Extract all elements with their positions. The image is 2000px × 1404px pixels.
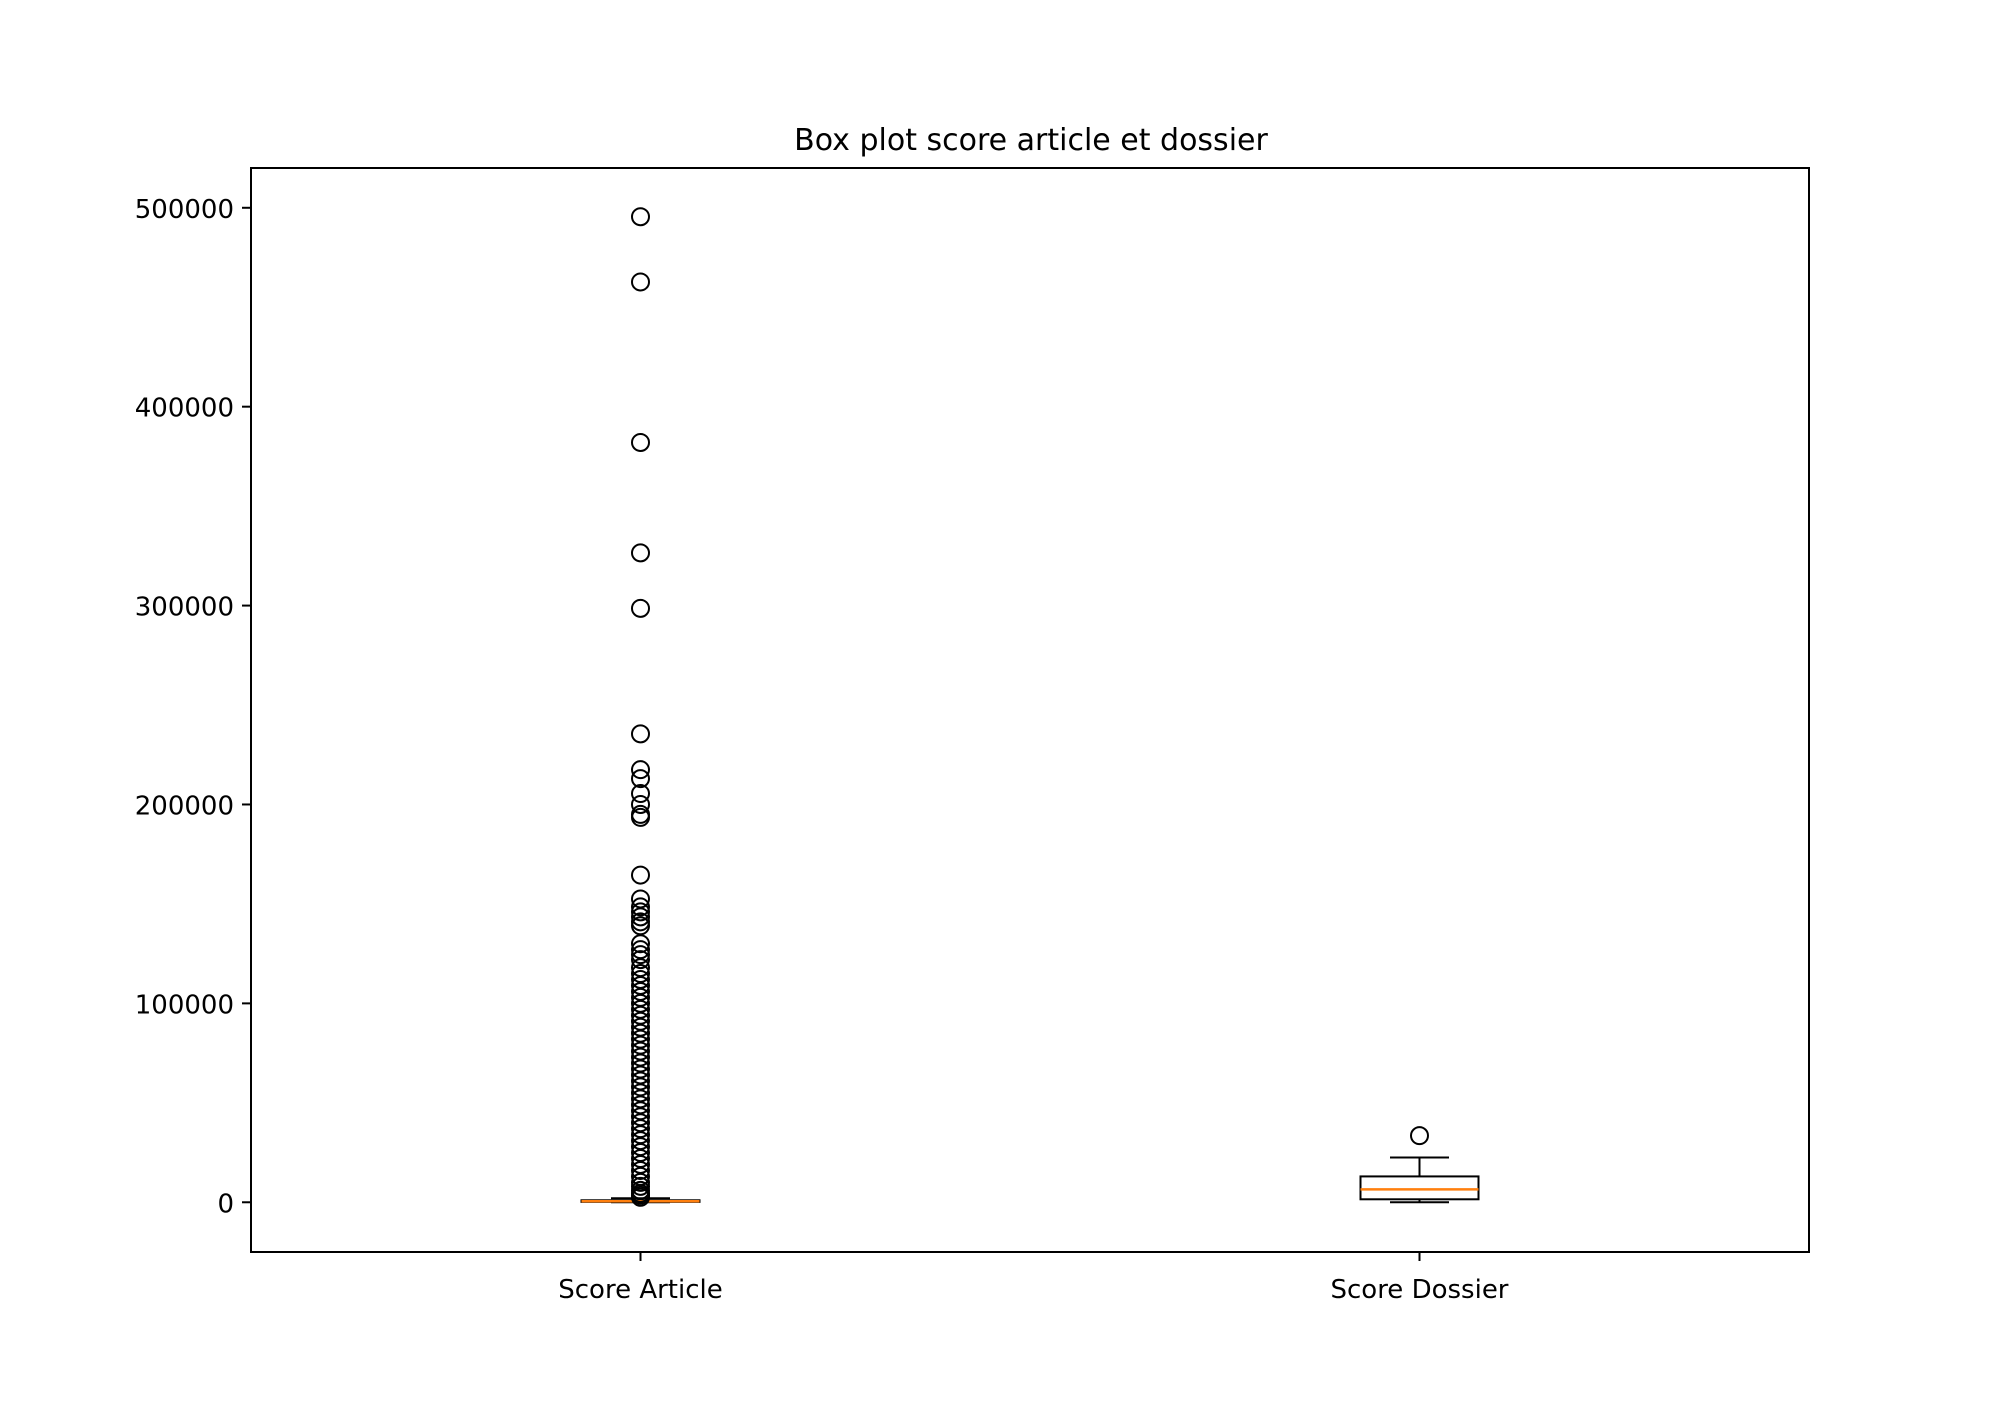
outlier-point xyxy=(631,945,650,965)
box-group-score-dossier xyxy=(1359,1126,1480,1204)
outlier-point xyxy=(631,1187,650,1207)
iqr-box xyxy=(1359,1175,1480,1201)
x-tick-label: Score Article xyxy=(558,1275,723,1305)
y-tick-label: 100000 xyxy=(135,990,234,1020)
y-tick-label: 400000 xyxy=(135,394,234,424)
outlier-point xyxy=(631,784,650,804)
outlier-point xyxy=(631,950,650,970)
outlier-point xyxy=(631,807,650,827)
outlier-point xyxy=(631,1160,650,1180)
outlier-point xyxy=(631,432,650,452)
x-tick-label: Score Dossier xyxy=(1330,1275,1508,1305)
plot-area-frame xyxy=(250,167,1810,1253)
y-tick-label: 300000 xyxy=(135,593,234,623)
outlier-point xyxy=(631,902,650,922)
outlier-point xyxy=(631,543,650,563)
outlier-point xyxy=(631,272,650,292)
outlier-point xyxy=(631,794,650,814)
plot-marks xyxy=(580,207,1480,1207)
axes: 0 100000 200000 300000 400000 500000 Score Art… xyxy=(135,195,1509,1305)
box-group-score-article xyxy=(580,207,701,1207)
y-tick-label: 500000 xyxy=(135,195,234,225)
outlier-point xyxy=(631,769,650,789)
y-tick-label: 0 xyxy=(217,1189,234,1219)
outlier-point xyxy=(631,760,650,780)
outlier-point xyxy=(631,865,650,885)
outlier-point xyxy=(631,897,650,917)
outlier-point xyxy=(631,934,650,954)
outlier-point xyxy=(631,598,650,618)
outlier-point xyxy=(631,907,650,927)
outlier-point xyxy=(631,207,650,227)
outlier-point xyxy=(1410,1126,1429,1146)
chart-title: Box plot score article et dossier xyxy=(794,123,1268,158)
y-tick-label: 200000 xyxy=(135,791,234,821)
outlier-point xyxy=(631,724,650,744)
